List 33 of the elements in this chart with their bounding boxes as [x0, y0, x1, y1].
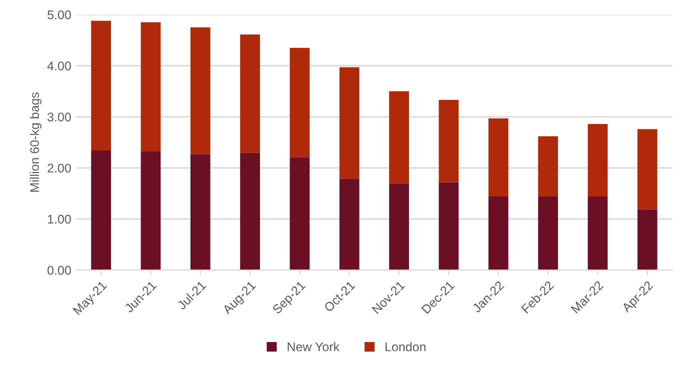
y-tick-label: 2.00: [48, 164, 71, 173]
y-tick-label: 3.00: [48, 112, 71, 122]
bar: [339, 178, 360, 270]
bar: [140, 22, 161, 152]
bar: [240, 34, 260, 153]
bar: [488, 118, 508, 197]
y-axis-title: Million 60-kg bags: [30, 92, 42, 192]
bar: [637, 209, 658, 270]
bar: [438, 100, 459, 182]
bar: [339, 67, 360, 179]
bar: [240, 152, 260, 270]
bar: [389, 91, 409, 184]
bar: [190, 154, 210, 270]
bar: [91, 20, 111, 151]
bar: [290, 48, 310, 158]
bar: [538, 196, 558, 270]
y-tick-label: 4.00: [47, 62, 71, 70]
legend-label: New York: [288, 342, 340, 352]
bar: [438, 182, 459, 270]
bar: [538, 136, 558, 197]
y-tick-label: 1.00: [48, 214, 71, 224]
bar: [140, 152, 161, 270]
y-tick-label: 0.00: [48, 266, 71, 275]
legend-label: London: [386, 342, 426, 352]
bar: [588, 124, 608, 197]
bar: [290, 157, 310, 270]
bar: [389, 183, 409, 270]
bar: [488, 196, 508, 270]
bar: [637, 129, 658, 210]
bar: [190, 27, 210, 154]
y-tick-label: 5.00: [48, 10, 71, 20]
bar: [588, 196, 608, 270]
bar: [91, 150, 111, 270]
